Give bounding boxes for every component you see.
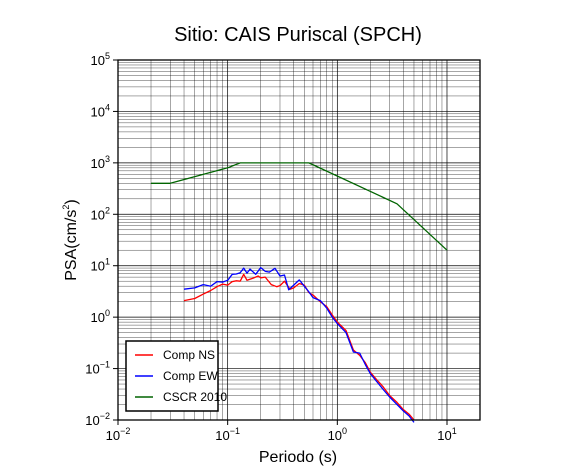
ticks-group: 10−2 10−1 100 101 10−2 10−1 100 101 102 103 104 105 [85, 51, 456, 443]
x-tick-label: 100 [328, 426, 347, 443]
y-tick-label: 10−2 [85, 411, 110, 428]
series-line-1 [183, 266, 415, 423]
legend-label-ew: Comp EW [163, 369, 218, 383]
y-axis-label-base: PSA(cm/s [63, 210, 80, 281]
y-tick-label: 100 [91, 308, 110, 325]
legend-label-ns: Comp NS [163, 348, 215, 362]
x-tick-label: 10−2 [106, 426, 131, 443]
y-tick-label: 102 [91, 205, 110, 222]
chart-title: Sitio: CAIS Puriscal (SPCH) [174, 24, 422, 46]
y-tick-label: 103 [91, 154, 110, 171]
y-axis-label-exponent: 2 [61, 205, 71, 210]
series-group [151, 162, 448, 423]
y-axis-label: PSA(cm/s2) [61, 199, 80, 280]
y-tick-label: 101 [91, 257, 110, 274]
plot-frame [117, 59, 481, 421]
y-tick-label: 104 [91, 102, 110, 119]
y-tick-label: 105 [91, 51, 110, 68]
y-axis-label-close: ) [63, 199, 80, 204]
x-axis-label: Periodo (s) [259, 449, 337, 466]
series-line-2 [151, 162, 448, 251]
legend-label-cscr: CSCR 2010 [163, 390, 227, 404]
y-tick-label: 10−1 [85, 360, 110, 377]
x-tick-label: 101 [437, 426, 456, 443]
x-tick-label: 10−1 [215, 426, 240, 443]
series-line-0 [183, 273, 415, 421]
legend: Comp NS Comp EW CSCR 2010 [125, 340, 227, 412]
